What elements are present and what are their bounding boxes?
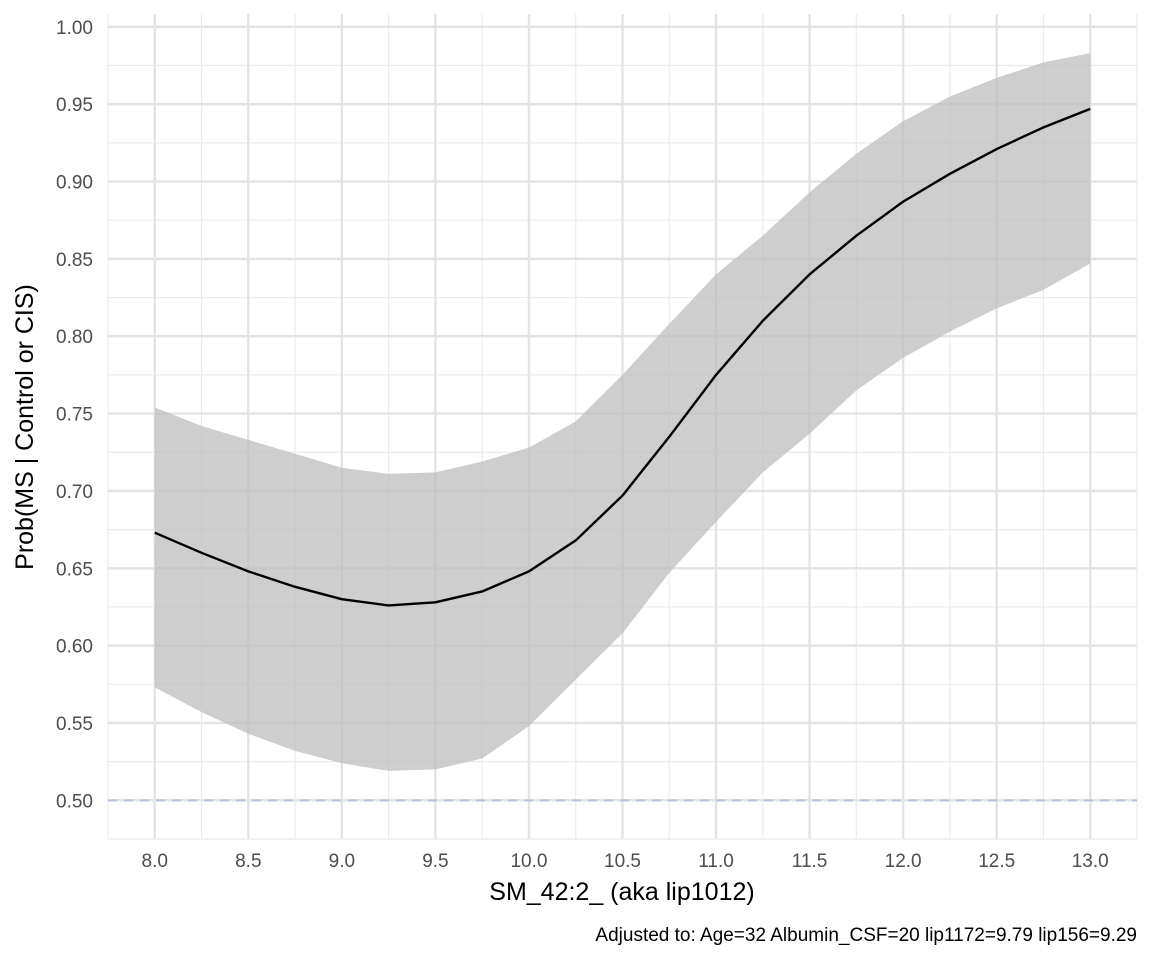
y-tick-label: 0.55 [56, 714, 93, 735]
y-tick-label: 0.50 [56, 791, 93, 812]
confidence-band [154, 53, 1091, 771]
y-tick-label: 0.85 [56, 250, 93, 271]
y-axis-ticks: 0.50 0.55 0.60 0.65 0.70 0.75 0.80 0.85 0.90 0.95… [56, 18, 93, 812]
y-tick-label: 1.00 [56, 18, 93, 39]
x-tick-label: 10.0 [510, 851, 547, 872]
x-axis-ticks: 8.0 8.5 9.0 9.5 10.0 10.5 11.0 11.5 12.0 12.5 13.0 [142, 851, 1109, 872]
y-axis-title: Prob(MS | Control or CIS) [11, 284, 39, 570]
x-tick-label: 10.5 [604, 851, 641, 872]
y-tick-label: 0.95 [56, 95, 93, 116]
y-tick-label: 0.65 [56, 559, 93, 580]
x-tick-label: 9.0 [329, 851, 355, 872]
x-tick-label: 12.5 [978, 851, 1015, 872]
y-tick-label: 0.80 [56, 327, 93, 348]
x-tick-label: 13.0 [1072, 851, 1109, 872]
x-tick-label: 8.0 [142, 851, 168, 872]
series-line [154, 107, 1091, 607]
x-tick-label: 11.0 [698, 851, 734, 872]
x-axis-title: SM_42:2_ (aka lip1012) [489, 878, 754, 906]
chart-caption: Adjusted to: Age=32 Albumin_CSF=20 lip11… [595, 925, 1137, 946]
series-line-group [154, 107, 1091, 607]
x-tick-label: 8.5 [235, 851, 261, 872]
y-tick-label: 0.60 [56, 637, 93, 658]
y-tick-label: 0.75 [56, 405, 93, 426]
y-tick-label: 0.90 [56, 173, 93, 194]
y-tick-label: 0.70 [56, 482, 93, 503]
x-tick-label: 9.5 [422, 851, 448, 872]
x-tick-label: 11.5 [792, 851, 828, 872]
x-tick-label: 12.0 [885, 851, 922, 872]
confidence-band-group [154, 53, 1091, 771]
